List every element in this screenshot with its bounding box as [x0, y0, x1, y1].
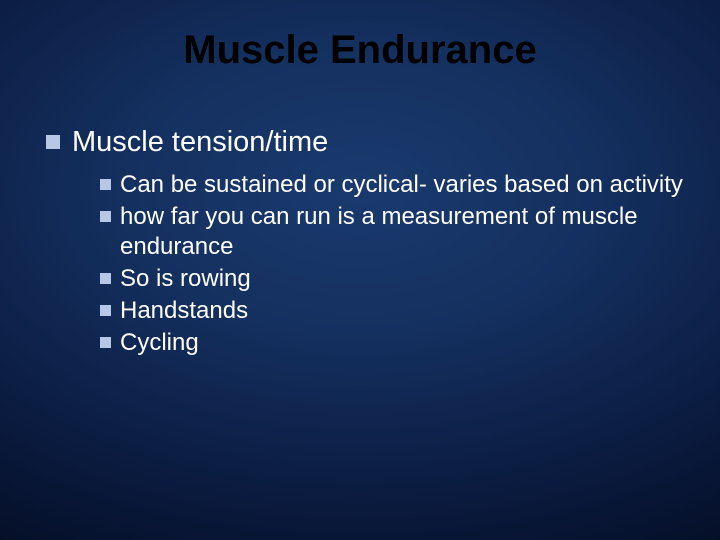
bullet-text: So is rowing	[120, 264, 251, 294]
bullet-text: Muscle tension/time	[72, 125, 328, 160]
square-bullet-icon	[100, 305, 111, 316]
bullet-text: how far you can run is a measurement of …	[120, 202, 690, 262]
bullet-text: Cycling	[120, 328, 199, 358]
bullet-level2: Handstands	[100, 296, 690, 326]
slide-title: Muscle Endurance	[0, 28, 720, 73]
bullet-level1: Muscle tension/time	[46, 125, 690, 160]
square-bullet-icon	[100, 273, 111, 284]
bullet-level2: how far you can run is a measurement of …	[100, 202, 690, 262]
square-bullet-icon	[100, 211, 111, 222]
bullet-level2: Cycling	[100, 328, 690, 358]
square-bullet-icon	[100, 337, 111, 348]
bullet-level2: So is rowing	[100, 264, 690, 294]
slide: Muscle Endurance Muscle tension/time Can…	[0, 0, 720, 540]
square-bullet-icon	[100, 179, 111, 190]
bullet-text: Handstands	[120, 296, 248, 326]
bullet-level2: Can be sustained or cyclical- varies bas…	[100, 170, 690, 200]
square-bullet-icon	[46, 135, 60, 149]
sub-bullets: Can be sustained or cyclical- varies bas…	[100, 170, 690, 358]
slide-content: Muscle tension/time Can be sustained or …	[46, 125, 690, 360]
bullet-text: Can be sustained or cyclical- varies bas…	[120, 170, 683, 200]
